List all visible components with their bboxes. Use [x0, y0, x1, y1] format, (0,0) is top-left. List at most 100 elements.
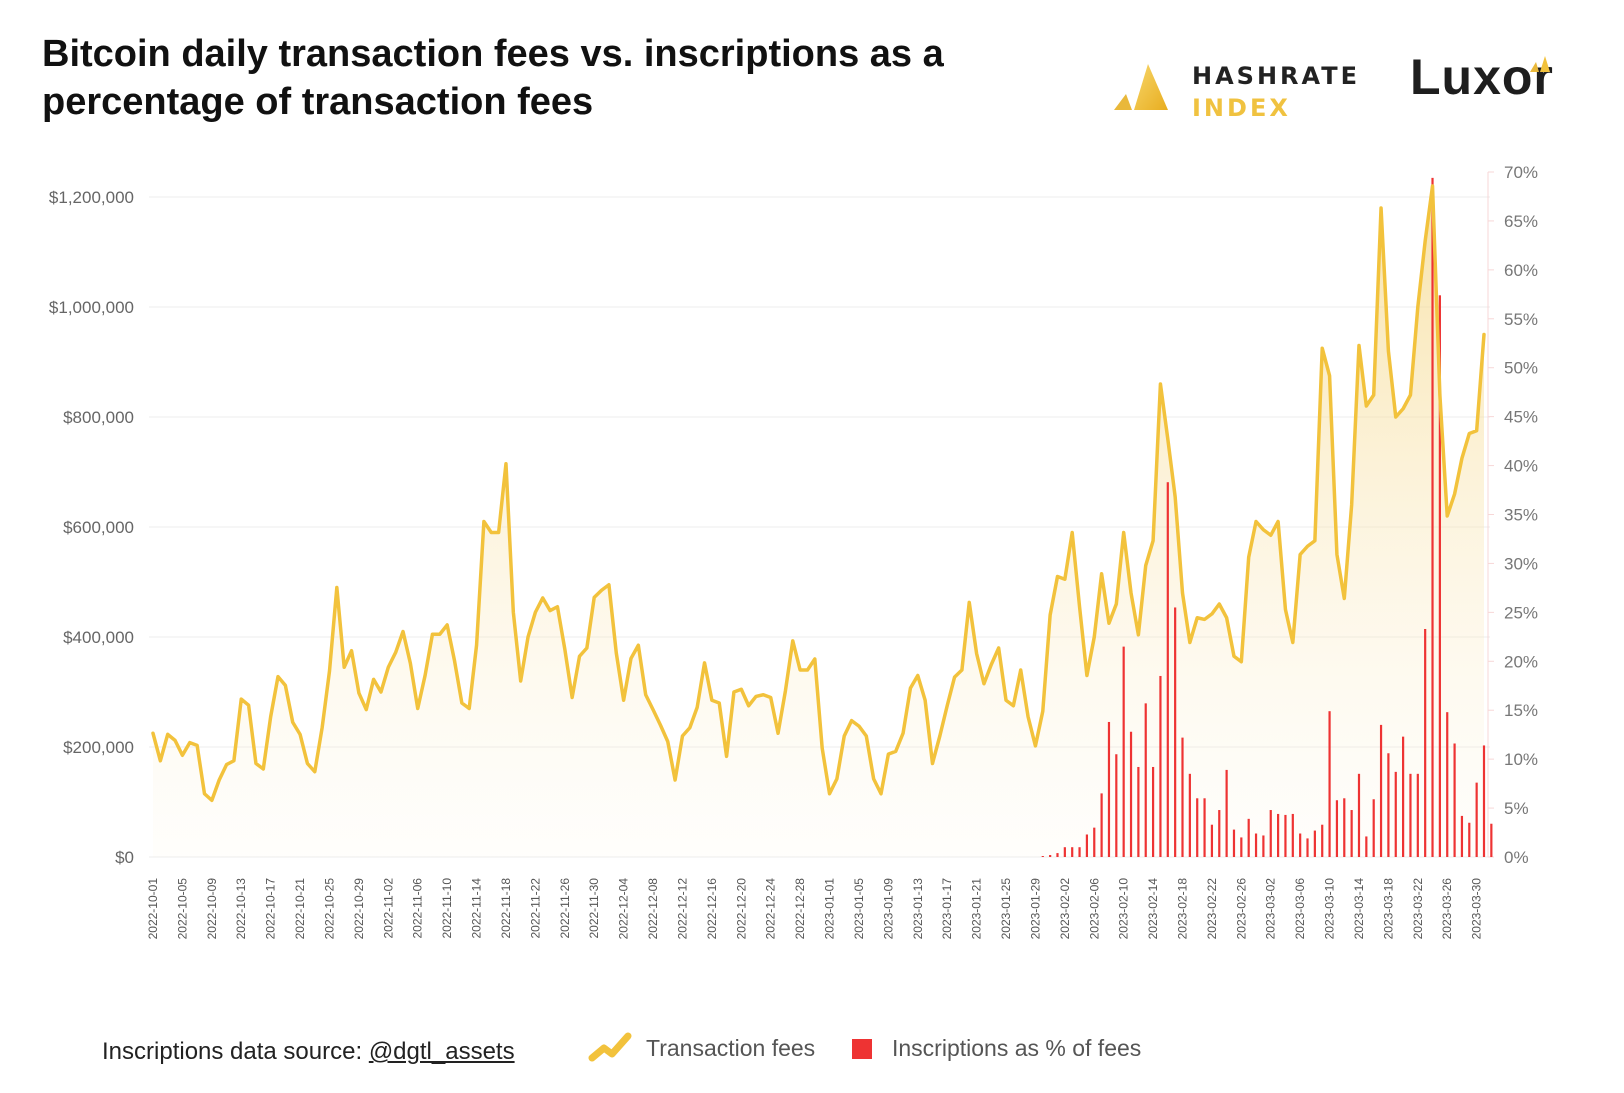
inscription-bar — [1041, 856, 1044, 857]
right-tick-label: 5% — [1504, 799, 1529, 818]
inscription-bar — [1365, 836, 1368, 857]
inscription-bar — [1328, 711, 1331, 857]
inscription-bar — [1210, 824, 1214, 857]
inscription-bar — [1078, 847, 1081, 857]
inscription-bars — [1041, 177, 1493, 857]
inscription-bar — [1475, 782, 1478, 857]
x-tick-label: 2022-10-29 — [352, 878, 366, 940]
inscription-bar — [1299, 833, 1302, 857]
inscription-bar — [1071, 847, 1074, 857]
left-y-axis: $0 $200,000 $400,000 $600,000 $800,000 $1,000… — [49, 188, 134, 867]
left-tick-label: $1,000,000 — [49, 298, 134, 317]
inscription-bar — [1218, 810, 1221, 857]
left-tick-label: $200,000 — [63, 738, 134, 757]
inscription-bar — [1254, 833, 1258, 857]
fees-legend-icon — [588, 1032, 632, 1062]
x-tick-label: 2023-01-13 — [911, 878, 925, 940]
x-tick-label: 2023-01-25 — [999, 878, 1013, 940]
inscription-bar — [1387, 753, 1390, 857]
inscription-bar — [1335, 800, 1339, 857]
inscription-bar — [1181, 737, 1184, 857]
x-tick-label: 2023-03-26 — [1440, 878, 1454, 940]
inscription-bar — [1100, 793, 1103, 857]
x-tick-label: 2022-11-10 — [440, 878, 454, 939]
inscription-bar — [1402, 736, 1405, 857]
inscription-bar — [1166, 482, 1169, 857]
inscription-bar — [1438, 295, 1441, 857]
fees-line — [151, 184, 1486, 803]
inscription-bar — [1490, 823, 1493, 857]
x-tick-label: 2022-12-08 — [646, 878, 660, 940]
x-tick-label: 2023-02-06 — [1087, 878, 1101, 940]
x-tick-label: 2022-10-13 — [234, 878, 248, 940]
inscription-bar — [1232, 829, 1236, 857]
inscription-bar — [1107, 721, 1111, 857]
inscriptions-legend-swatch — [852, 1039, 872, 1059]
right-tick-label: 45% — [1504, 408, 1538, 427]
inscription-bar — [1416, 773, 1419, 857]
x-tick-label: 2022-11-22 — [528, 878, 542, 939]
inscription-bar — [1424, 628, 1427, 857]
luxor-logo-icon — [1530, 56, 1550, 72]
inscription-bar — [1188, 773, 1191, 857]
inscription-bar — [1269, 810, 1272, 857]
x-tick-label: 2023-03-06 — [1293, 878, 1307, 940]
inscription-bar — [1306, 838, 1309, 857]
inscription-bar — [1174, 607, 1177, 857]
hashrate-index-logo: HASHRATE INDEX — [1110, 54, 1357, 124]
inscription-bar — [1262, 835, 1265, 857]
x-tick-label: 2022-10-05 — [175, 878, 189, 940]
data-source-prefix: Inscriptions data source: — [102, 1038, 369, 1065]
data-source-link[interactable]: @dgtl_assets — [368, 1038, 515, 1065]
x-tick-label: 2023-02-14 — [1146, 878, 1160, 940]
x-tick-label: 2023-01-05 — [852, 878, 866, 940]
x-tick-label: 2022-12-24 — [764, 878, 778, 940]
x-tick-label: 2023-03-30 — [1470, 878, 1484, 940]
x-tick-label: 2022-10-09 — [205, 878, 219, 940]
right-tick-label: 0% — [1504, 848, 1529, 867]
x-tick-label: 2023-03-14 — [1352, 878, 1366, 940]
x-axis: 2022-10-01 2022-10-05 2022-10-09 2022-10-13… — [146, 878, 1484, 940]
right-tick-label: 20% — [1504, 652, 1538, 671]
inscription-bar — [1409, 773, 1412, 857]
fees-legend-label: Transaction fees — [646, 1035, 816, 1061]
inscription-bar — [1196, 798, 1199, 857]
x-tick-label: 2023-01-29 — [1028, 878, 1042, 940]
inscription-bar — [1394, 771, 1397, 857]
x-tick-label: 2023-03-10 — [1323, 878, 1337, 940]
inscription-bar — [1240, 837, 1243, 857]
inscription-bar — [1350, 810, 1353, 857]
left-tick-label: $0 — [115, 848, 134, 867]
left-tick-label: $400,000 — [63, 628, 134, 647]
x-tick-label: 2022-11-02 — [381, 878, 395, 939]
fees-line-group — [151, 184, 1486, 803]
x-tick-label: 2022-12-04 — [617, 878, 631, 940]
right-tick-label: 30% — [1504, 554, 1538, 573]
left-tick-label: $800,000 — [63, 408, 134, 427]
inscription-bar — [1313, 830, 1316, 857]
right-tick-label: 35% — [1504, 506, 1538, 525]
inscription-bar — [1343, 798, 1346, 857]
hashrate-logo-text: HASHRATE — [1192, 62, 1360, 90]
x-tick-label: 2023-01-09 — [881, 878, 895, 940]
inscription-bar — [1144, 703, 1147, 857]
luxor-logo-text: Luxor — [1410, 49, 1554, 105]
inscription-bar — [1129, 731, 1133, 857]
x-tick-label: 2022-11-14 — [470, 878, 484, 939]
x-tick-label: 2023-02-26 — [1234, 878, 1248, 940]
right-tick-label: 15% — [1504, 701, 1538, 720]
inscription-bar — [1063, 847, 1066, 857]
x-tick-label: 2023-03-02 — [1264, 878, 1278, 940]
inscription-bar — [1284, 814, 1287, 857]
x-tick-label: 2022-10-21 — [293, 878, 307, 940]
x-tick-label: 2023-02-18 — [1176, 878, 1190, 940]
inscription-bar — [1460, 815, 1464, 857]
x-tick-label: 2022-10-25 — [322, 878, 336, 940]
right-tick-label: 50% — [1504, 359, 1538, 378]
inscription-bar — [1159, 675, 1162, 857]
x-tick-label: 2022-12-28 — [793, 878, 807, 940]
right-tick-label: 25% — [1504, 603, 1538, 622]
right-y-axis: 0% 5% 10% 15% 20% 25% 30% 35% 40% 45% 50% 55% 60% 65%… — [1487, 163, 1538, 867]
inscription-bar — [1372, 799, 1375, 857]
